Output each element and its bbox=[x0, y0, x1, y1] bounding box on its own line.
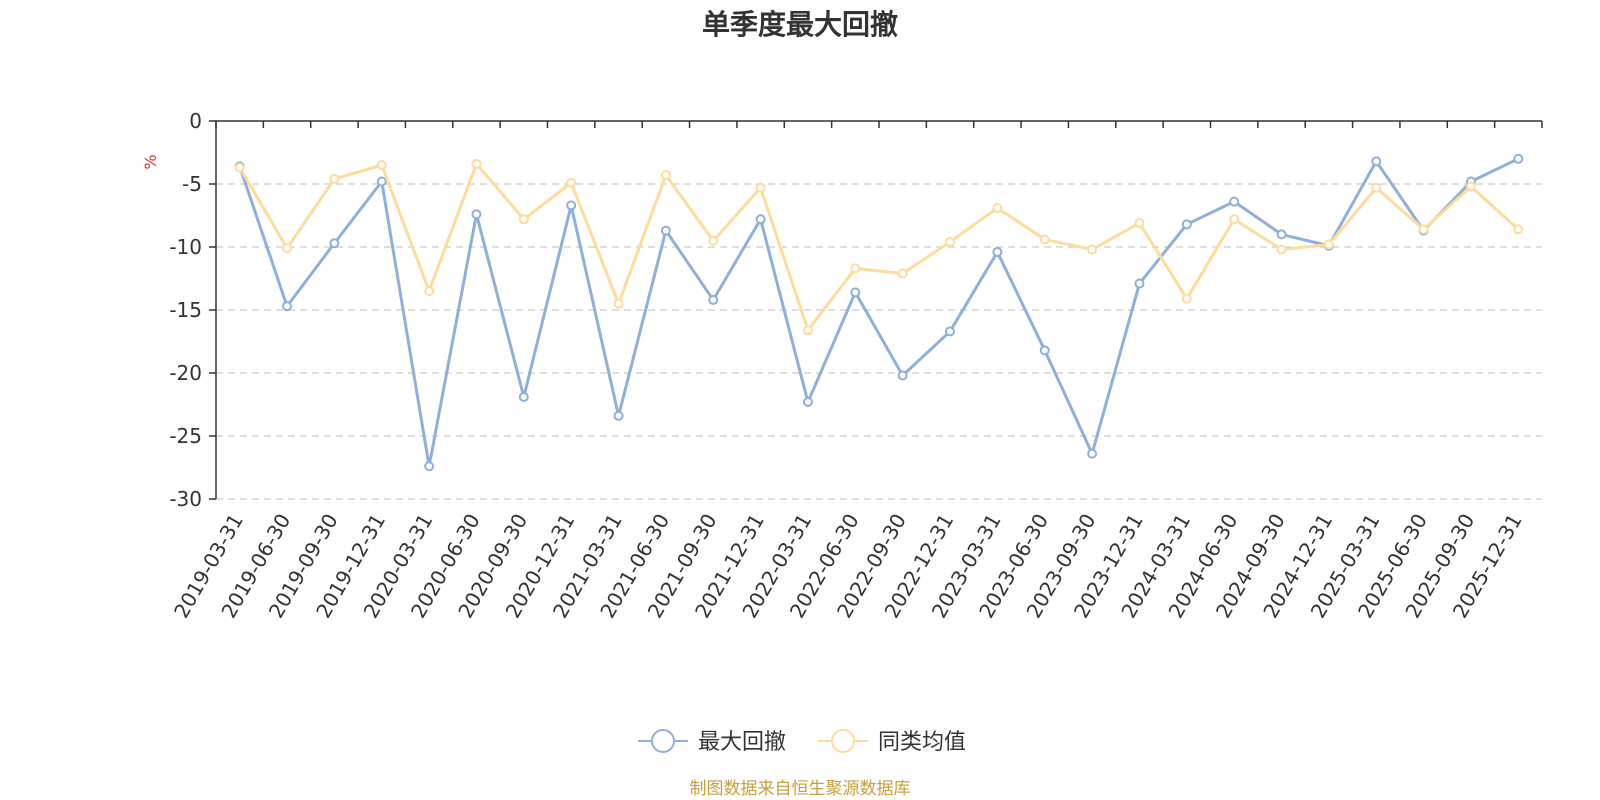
data-point[interactable] bbox=[282, 301, 293, 312]
data-point[interactable] bbox=[802, 325, 813, 336]
data-point[interactable] bbox=[945, 236, 956, 247]
grid-layer bbox=[216, 183, 1542, 500]
data-point[interactable] bbox=[1276, 229, 1287, 240]
data-point[interactable] bbox=[850, 287, 861, 298]
data-point[interactable] bbox=[1087, 448, 1098, 459]
data-point[interactable] bbox=[329, 238, 340, 249]
data-point[interactable] bbox=[424, 461, 435, 472]
data-point[interactable] bbox=[992, 247, 1003, 258]
data-point[interactable] bbox=[566, 200, 577, 211]
series-line bbox=[238, 157, 1520, 468]
data-point[interactable] bbox=[1513, 153, 1524, 164]
data-point[interactable] bbox=[708, 235, 719, 246]
data-point[interactable] bbox=[234, 162, 245, 173]
data-point[interactable] bbox=[1087, 244, 1098, 255]
data-point[interactable] bbox=[613, 410, 624, 421]
data-point[interactable] bbox=[992, 202, 1003, 213]
data-source-note: 制图数据来自恒生聚源数据库 bbox=[690, 779, 911, 799]
data-point[interactable] bbox=[1229, 214, 1240, 225]
data-point[interactable] bbox=[424, 286, 435, 297]
data-point[interactable] bbox=[518, 214, 529, 225]
data-point[interactable] bbox=[1134, 278, 1145, 289]
data-point[interactable] bbox=[518, 391, 529, 402]
data-point[interactable] bbox=[566, 177, 577, 188]
data-point[interactable] bbox=[1039, 345, 1050, 356]
data-point[interactable] bbox=[660, 225, 671, 236]
data-point[interactable] bbox=[755, 182, 766, 193]
series-1 bbox=[234, 153, 1524, 472]
y-tick-label: -10 bbox=[169, 235, 202, 259]
y-tick-label: -25 bbox=[169, 424, 202, 448]
data-point[interactable] bbox=[897, 268, 908, 279]
data-point[interactable] bbox=[755, 214, 766, 225]
legend-circle-icon bbox=[651, 729, 675, 753]
data-point[interactable] bbox=[376, 160, 387, 171]
data-point[interactable] bbox=[1513, 224, 1524, 235]
data-point[interactable] bbox=[1039, 234, 1050, 245]
data-point[interactable] bbox=[660, 170, 671, 181]
data-point[interactable] bbox=[1229, 196, 1240, 207]
data-point[interactable] bbox=[1181, 219, 1192, 230]
series-layer bbox=[234, 153, 1524, 472]
data-point[interactable] bbox=[850, 263, 861, 274]
data-point[interactable] bbox=[802, 396, 813, 407]
legend-item[interactable]: 同类均值 bbox=[818, 729, 966, 755]
legend-item[interactable]: 最大回撤 bbox=[638, 729, 786, 755]
data-point[interactable] bbox=[1371, 182, 1382, 193]
data-point[interactable] bbox=[376, 176, 387, 187]
data-point[interactable] bbox=[1323, 239, 1334, 250]
legend-label: 同类均值 bbox=[878, 730, 966, 755]
data-point[interactable] bbox=[471, 209, 482, 220]
axis-layer: 0-5-10-15-20-25-302019-03-312019-06-3020… bbox=[169, 109, 1543, 622]
data-point[interactable] bbox=[945, 326, 956, 337]
y-tick-label: 0 bbox=[189, 109, 202, 133]
data-point[interactable] bbox=[1371, 156, 1382, 167]
data-point[interactable] bbox=[613, 298, 624, 309]
data-point[interactable] bbox=[708, 294, 719, 305]
data-point[interactable] bbox=[1181, 293, 1192, 304]
data-point[interactable] bbox=[1418, 224, 1429, 235]
data-point[interactable] bbox=[1134, 218, 1145, 229]
series-2 bbox=[234, 158, 1524, 336]
data-point[interactable] bbox=[282, 243, 293, 254]
series-line bbox=[238, 162, 1520, 332]
data-point[interactable] bbox=[329, 173, 340, 184]
chart-title: 单季度最大回撤 bbox=[702, 8, 898, 41]
data-point[interactable] bbox=[1465, 181, 1476, 192]
y-tick-label: -15 bbox=[169, 298, 202, 322]
data-point[interactable] bbox=[897, 370, 908, 381]
data-point[interactable] bbox=[471, 158, 482, 169]
y-tick-label: -5 bbox=[182, 172, 202, 196]
legend-circle-icon bbox=[831, 729, 855, 753]
y-tick-label: -20 bbox=[169, 361, 202, 385]
y-tick-label: -30 bbox=[169, 487, 202, 511]
legend-label: 最大回撤 bbox=[698, 730, 786, 755]
legend[interactable]: 最大回撤 同类均值 bbox=[638, 729, 966, 755]
data-point[interactable] bbox=[1276, 244, 1287, 255]
y-axis-unit-label: % bbox=[141, 154, 160, 169]
